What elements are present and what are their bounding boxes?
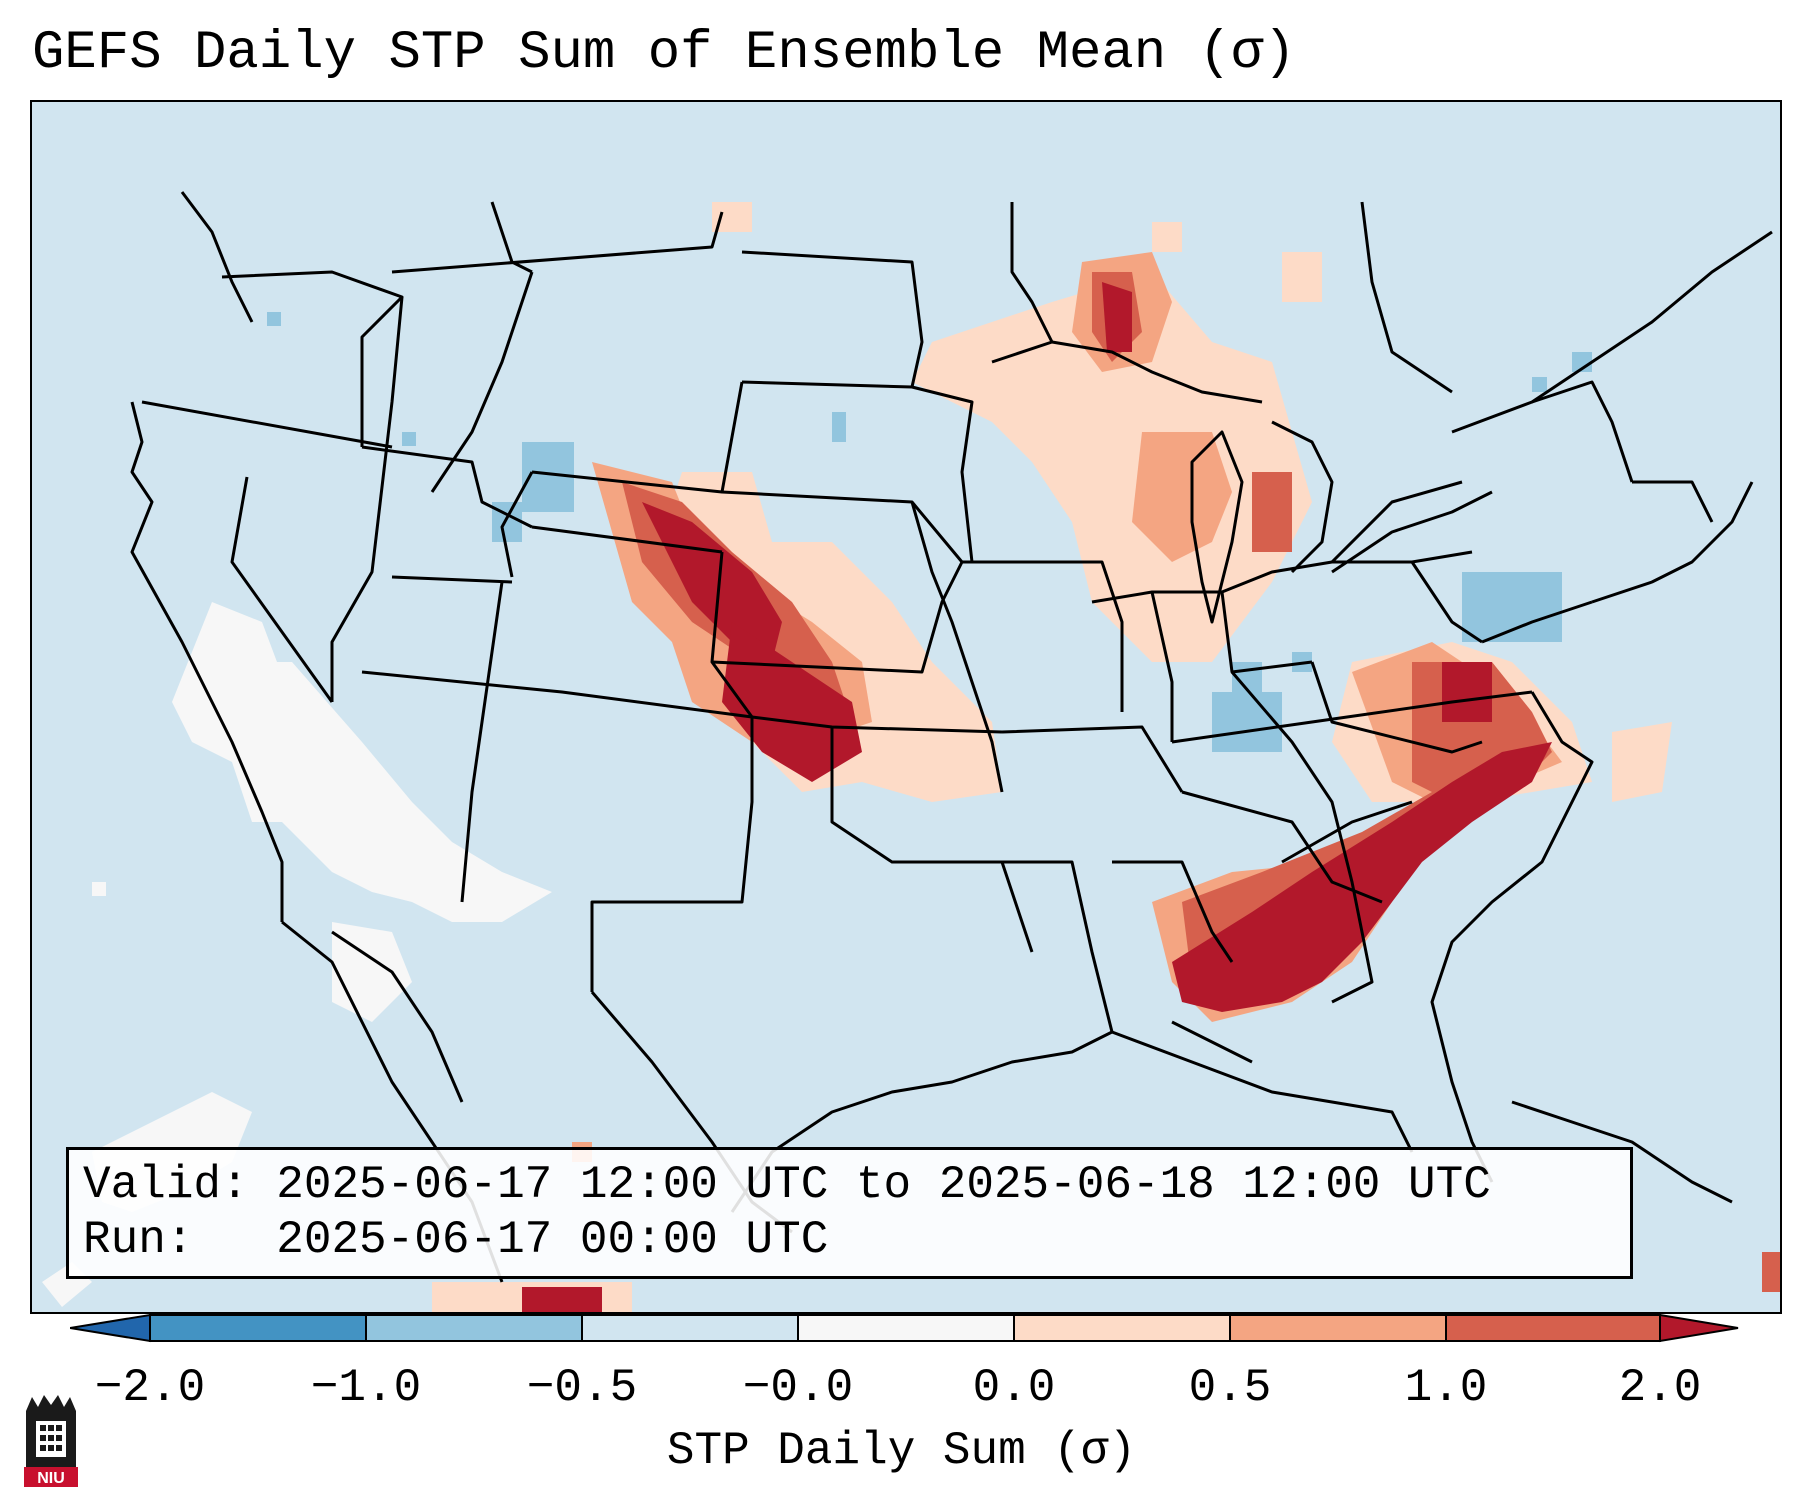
colorbar xyxy=(70,1313,1739,1343)
state-borders xyxy=(130,211,1714,1033)
positive-extreme-field xyxy=(522,282,1552,1312)
valid-run-info-box: Valid: 2025-06-17 12:00 UTC to 2025-06-1… xyxy=(66,1147,1633,1279)
valid-time-line: Valid: 2025-06-17 12:00 UTC to 2025-06-1… xyxy=(83,1159,1491,1211)
colorbar-bin xyxy=(1446,1315,1660,1341)
map-title: GEFS Daily STP Sum of Ensemble Mean (σ) xyxy=(32,23,1296,84)
map-panel xyxy=(30,100,1782,1314)
colorbar-tick-label: 2.0 xyxy=(1618,1362,1702,1414)
colorbar-tick-label: −2.0 xyxy=(94,1362,206,1414)
coastlines xyxy=(180,191,1773,1283)
colorbar-bin xyxy=(366,1315,582,1341)
colorbar-bin xyxy=(150,1315,366,1341)
colorbar-label: STP Daily Sum (σ) xyxy=(666,1425,1137,1477)
colorbar-tick-label: 1.0 xyxy=(1404,1362,1488,1414)
niu-logo-icon: NIU xyxy=(24,1395,78,1487)
colorbar-extend-low xyxy=(70,1313,151,1343)
map-canvas xyxy=(42,191,1780,1312)
colorbar-bin xyxy=(798,1315,1014,1341)
colorbar-bin xyxy=(1014,1315,1230,1341)
colorbar-extend-high xyxy=(1659,1313,1739,1343)
negative-field xyxy=(267,312,1592,771)
colorbar-tick-label: 0.0 xyxy=(972,1362,1056,1414)
colorbar-bin xyxy=(582,1315,798,1341)
colorbar-tick-label: −0.0 xyxy=(742,1362,854,1414)
colorbar-tick-label: −1.0 xyxy=(310,1362,422,1414)
run-time-line: Run: 2025-06-17 00:00 UTC xyxy=(83,1214,829,1266)
svg-text:NIU: NIU xyxy=(37,1470,65,1487)
colorbar-tick-label: −0.5 xyxy=(526,1362,638,1414)
colorbar-bin xyxy=(1230,1315,1446,1341)
colorbar-tick-label: 0.5 xyxy=(1188,1362,1272,1414)
